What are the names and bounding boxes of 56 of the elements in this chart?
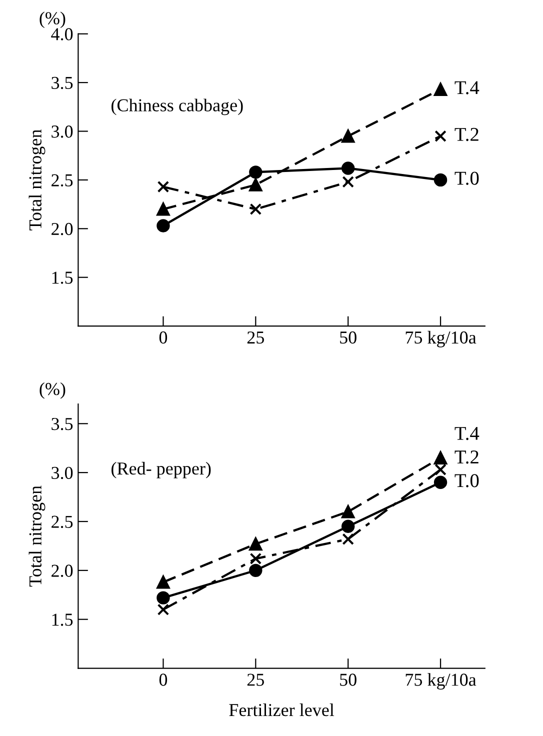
y-tick-label: 4.0 <box>51 28 73 40</box>
point <box>157 604 170 616</box>
x-tick-label: 75 kg/10a <box>406 673 476 690</box>
point <box>156 576 170 589</box>
y-tick-label: 1.5 <box>52 272 73 284</box>
point <box>434 82 448 96</box>
point <box>341 162 355 175</box>
point <box>157 180 170 193</box>
point <box>434 476 448 489</box>
y-tick-label: 3.0 <box>52 466 73 480</box>
point <box>156 219 170 232</box>
point <box>249 537 262 551</box>
point <box>156 202 170 216</box>
annotation: (Chiness cabbage) <box>112 98 243 116</box>
series-label: T.2 <box>454 128 478 142</box>
series-label: T.0 <box>454 172 479 185</box>
point <box>156 591 170 604</box>
point <box>250 203 262 216</box>
point <box>341 130 355 143</box>
x-tick-label: 25 <box>247 331 264 344</box>
y-axis-title: Total nitrogen <box>28 486 46 587</box>
point <box>250 552 262 565</box>
point <box>249 178 262 192</box>
point <box>249 166 262 179</box>
series-label: T.2 <box>454 450 478 464</box>
x-tick-label: 50 <box>340 674 356 686</box>
series-label: T.4 <box>454 427 480 440</box>
point <box>342 533 354 546</box>
series-label: T.0 <box>454 474 479 488</box>
y-tick-label: 2.5 <box>52 516 73 528</box>
point <box>434 451 448 464</box>
x-tick-label: 0 <box>159 674 168 686</box>
y-tick-label: 3.5 <box>52 418 73 430</box>
x-tick-label: 25 <box>247 674 264 686</box>
y-tick-label: 2.0 <box>52 564 73 577</box>
y-tick-label: 3.0 <box>52 126 73 138</box>
x-tick-label: 75 kg/10a <box>406 330 476 348</box>
text: (%) <box>40 12 66 28</box>
x-tick-label: 50 <box>340 331 356 344</box>
y-tick-label: 2.0 <box>52 222 73 236</box>
series-label: T.4 <box>454 81 480 94</box>
point <box>341 505 355 518</box>
x-axis-title: Fertilizer level <box>229 703 334 716</box>
point <box>342 176 354 188</box>
point <box>434 464 446 476</box>
x-tick-label: 0 <box>159 331 168 344</box>
point <box>434 173 448 187</box>
point <box>249 564 262 578</box>
y-tick-label: 1.5 <box>52 614 73 626</box>
y-tick-label: 3.5 <box>52 76 73 90</box>
point <box>341 520 355 533</box>
y-axis-title: Total nitrogen <box>28 129 46 230</box>
y-tick-label: 2.5 <box>52 174 73 186</box>
annotation: (Red- pepper) <box>112 462 211 478</box>
point <box>434 130 446 142</box>
text: (%) <box>40 382 66 399</box>
